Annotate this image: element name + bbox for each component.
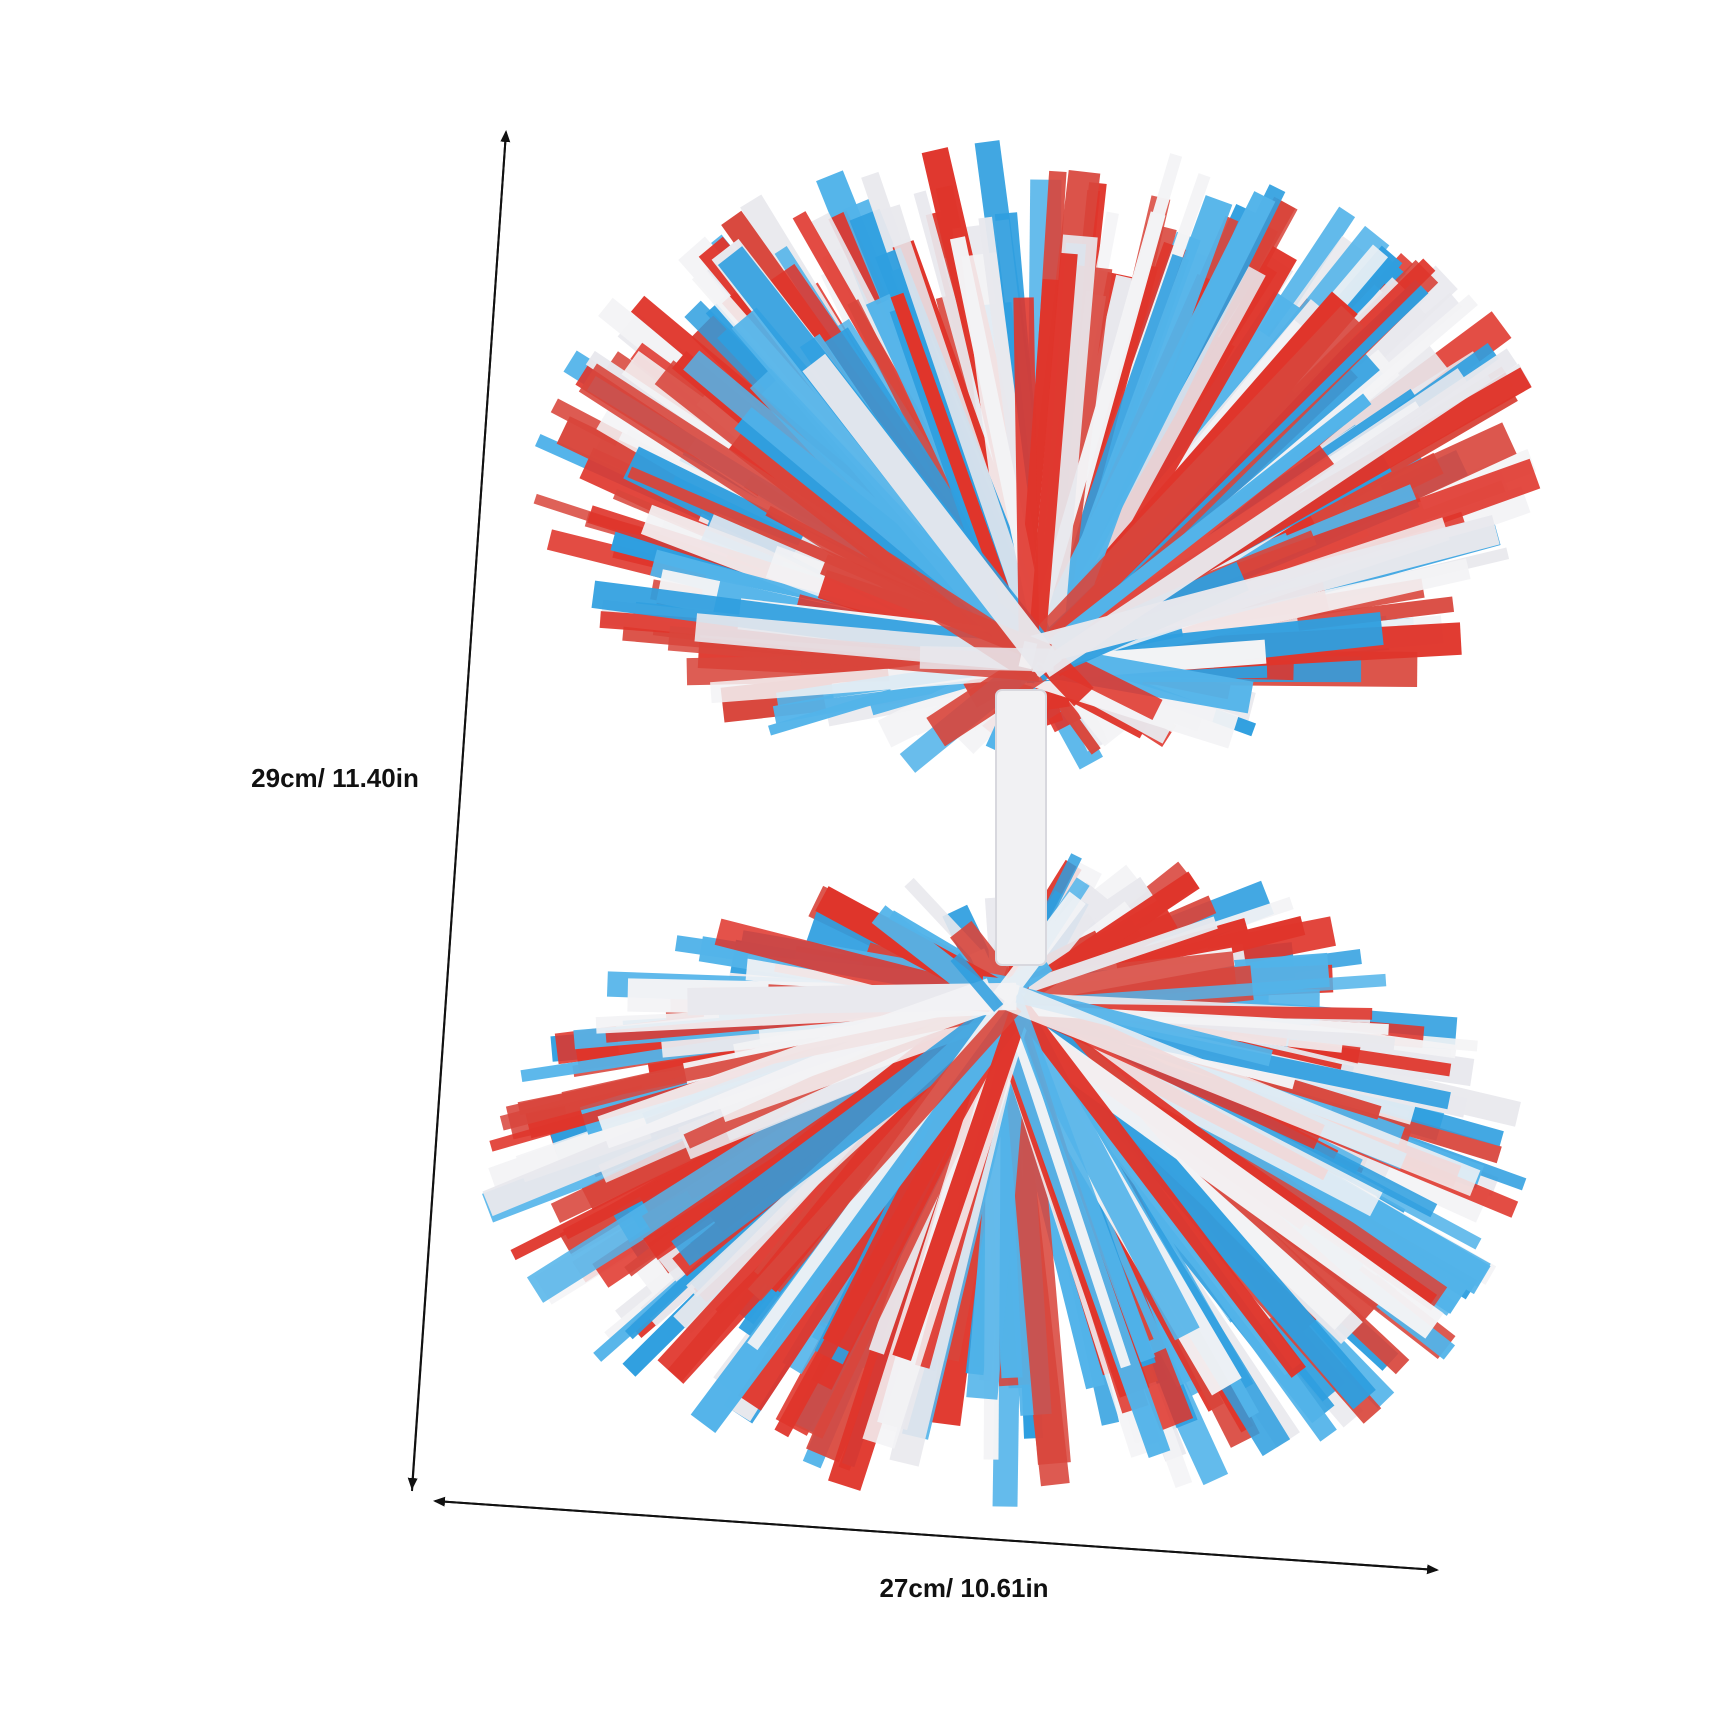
pom-pom-strand	[950, 953, 1004, 1012]
pom-pom-strand	[1021, 305, 1364, 665]
pom-pom-strand	[747, 999, 1022, 1301]
pom-pom-strand	[1013, 297, 1040, 663]
pom-pom-strand	[892, 1001, 1031, 1362]
pom-pom-strand	[1022, 393, 1372, 672]
pom-pom-strand	[597, 978, 999, 1149]
pom-pom-strand	[1001, 1001, 1131, 1369]
height-arrow-down	[407, 131, 507, 1490]
pom-pom-group	[482, 140, 1541, 1507]
pom-pom-strand	[1023, 191, 1276, 664]
pom-pom-strand	[1025, 234, 1098, 672]
handle	[995, 689, 1047, 966]
pom-pom-strand	[1001, 982, 1481, 1197]
pom-pom-strand	[1005, 991, 1156, 1363]
pom-pom-strand	[1027, 252, 1078, 652]
pom-pom-strand	[1003, 989, 1306, 1378]
pom-pom-strand	[1001, 916, 1218, 1002]
pom-pom-strand	[1038, 348, 1518, 678]
height-label: 29cm/ 11.40in	[251, 763, 419, 793]
width-arrow-left	[433, 1496, 1438, 1571]
pom-pom-strand	[671, 989, 1027, 1266]
pom-pom-strand	[1000, 951, 1237, 1011]
pom-pom-strand	[802, 353, 1062, 678]
width-label: 27cm/ 10.61in	[879, 1573, 1048, 1603]
